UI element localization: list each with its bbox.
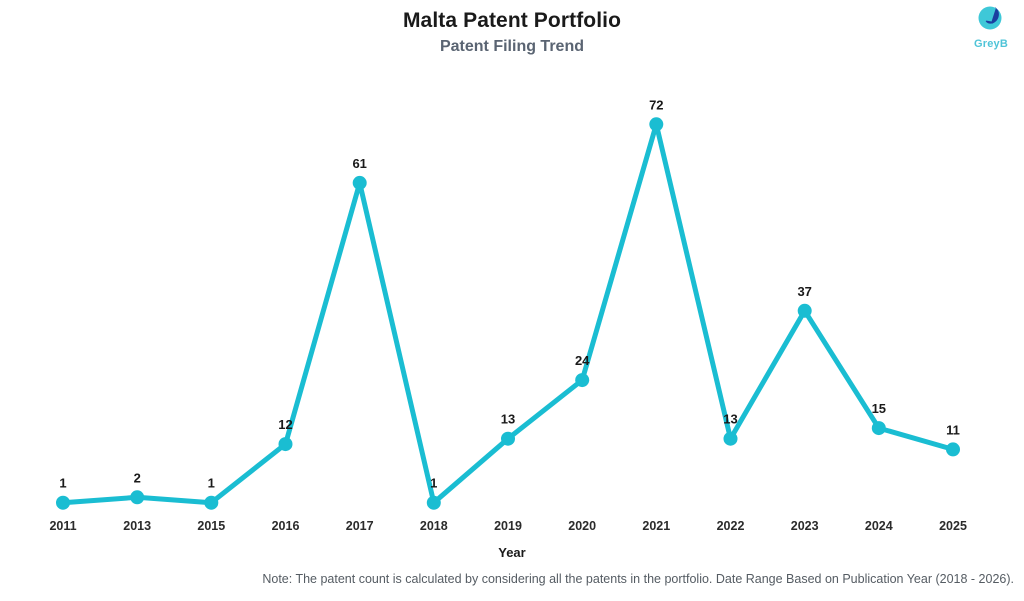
data-point-2017[interactable] <box>352 175 367 190</box>
data-point-2022[interactable] <box>723 431 738 446</box>
chart-subtitle: Patent Filing Trend <box>439 38 584 55</box>
x-tick-2018: 2018 <box>420 519 448 530</box>
data-point-2024[interactable] <box>871 421 886 436</box>
x-axis-tick-labels: 2011 2013 2015 2016 2017 2018 2019 2020 2021 2022… <box>49 519 967 530</box>
data-label-2015: 1 <box>208 476 215 491</box>
x-tick-2019: 2019 <box>494 519 522 530</box>
x-tick-2023: 2023 <box>791 519 819 530</box>
x-tick-2022: 2022 <box>717 519 745 530</box>
x-tick-2017: 2017 <box>346 519 374 530</box>
series-markers <box>56 117 960 510</box>
x-tick-2015: 2015 <box>197 519 225 530</box>
x-tick-2021: 2021 <box>642 519 670 530</box>
brand-logo[interactable]: GreyB <box>968 4 1014 50</box>
greyb-droplet-icon <box>968 4 1014 39</box>
data-label-2018: 1 <box>430 476 437 491</box>
data-point-2019[interactable] <box>501 431 515 446</box>
brand-name: GreyB <box>973 38 1009 50</box>
data-label-2020: 24 <box>575 353 590 368</box>
x-tick-2013: 2013 <box>123 519 151 530</box>
data-point-2013[interactable] <box>130 490 145 505</box>
data-label-2023: 37 <box>797 284 811 299</box>
chart-plot-area: 1 2 1 12 61 1 13 24 72 13 37 15 11 2011 2013 2015 2016 2… <box>0 60 1024 530</box>
data-label-2025: 11 <box>946 422 960 437</box>
data-label-2013: 2 <box>134 470 141 485</box>
data-label-2021: 72 <box>649 97 663 112</box>
data-point-2025[interactable] <box>946 442 960 457</box>
data-label-2019: 13 <box>501 412 515 427</box>
data-point-2021[interactable] <box>649 117 664 132</box>
data-label-2022: 13 <box>723 412 737 427</box>
data-label-2016: 12 <box>278 417 292 432</box>
data-point-2011[interactable] <box>56 495 70 510</box>
x-axis-title: Year <box>498 545 526 560</box>
data-point-2015[interactable] <box>204 495 219 510</box>
x-tick-2011: 2011 <box>49 519 76 530</box>
x-tick-2016: 2016 <box>272 519 300 530</box>
data-point-2020[interactable] <box>575 373 590 388</box>
page-title: Malta Patent Portfolio <box>402 9 622 32</box>
series-line-patent-filings <box>60 121 956 506</box>
x-tick-2024: 2024 <box>865 519 893 530</box>
x-tick-2020: 2020 <box>568 519 596 530</box>
data-label-2017: 61 <box>352 156 366 171</box>
data-point-2023[interactable] <box>797 303 812 318</box>
x-tick-2025: 2025 <box>939 519 967 530</box>
chart-footnote: Note: The patent count is calculated by … <box>262 572 1014 586</box>
chart-header: Malta Patent Portfolio Patent Filing Tre… <box>0 0 1024 59</box>
data-point-2018[interactable] <box>426 495 441 510</box>
data-label-2011: 1 <box>59 476 66 491</box>
data-label-2024: 15 <box>872 401 886 416</box>
data-point-2016[interactable] <box>278 437 293 452</box>
